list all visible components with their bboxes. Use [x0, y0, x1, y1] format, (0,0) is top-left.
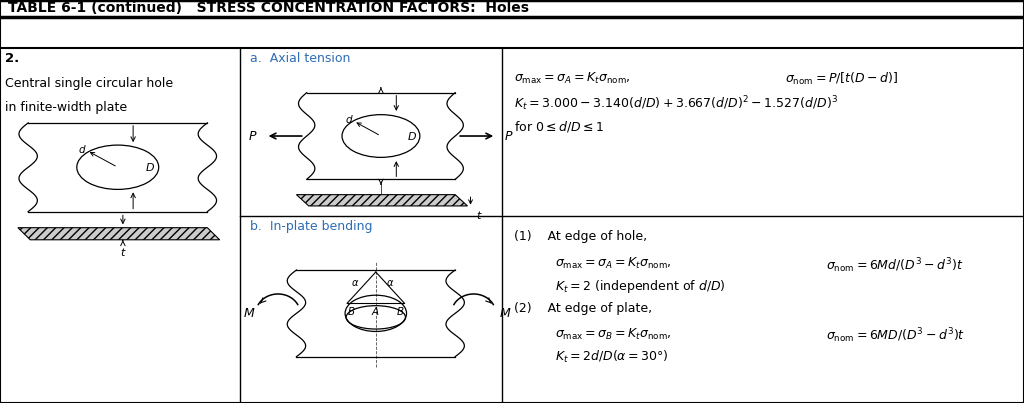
Polygon shape: [297, 195, 467, 206]
Text: $P$: $P$: [248, 129, 258, 143]
Text: in finite-width plate: in finite-width plate: [5, 101, 127, 114]
Text: $\sigma_{\mathrm{nom}} = 6Md/(D^3 - d^3)t$: $\sigma_{\mathrm{nom}} = 6Md/(D^3 - d^3)…: [826, 256, 964, 274]
Text: (1)    At edge of hole,: (1) At edge of hole,: [514, 230, 647, 243]
Text: $K_t = 3.000 - 3.140(d/D) + 3.667(d/D)^2 - 1.527(d/D)^3$: $K_t = 3.000 - 3.140(d/D) + 3.667(d/D)^2…: [514, 95, 839, 113]
Text: $\sigma_{\mathrm{nom}} = 6MD/(D^3 - d^3)t$: $\sigma_{\mathrm{nom}} = 6MD/(D^3 - d^3)…: [826, 326, 966, 345]
Text: $D$: $D$: [145, 161, 156, 173]
Text: $K_t = 2$ (independent of $d/D$): $K_t = 2$ (independent of $d/D$): [555, 278, 726, 295]
Text: $D$: $D$: [407, 130, 417, 142]
Polygon shape: [18, 228, 220, 240]
Text: $d$: $d$: [78, 143, 86, 155]
Text: (2)    At edge of plate,: (2) At edge of plate,: [514, 302, 652, 315]
Text: $\sigma_{\mathrm{max}} = \sigma_A = K_t\sigma_{\mathrm{nom}},$: $\sigma_{\mathrm{max}} = \sigma_A = K_t\…: [514, 71, 631, 85]
Text: a.  Axial tension: a. Axial tension: [250, 52, 350, 65]
Text: $K_t = 2d/D(\alpha = 30°)$: $K_t = 2d/D(\alpha = 30°)$: [555, 349, 669, 365]
Text: $P$: $P$: [504, 129, 514, 143]
Text: b.  In-plate bending: b. In-plate bending: [250, 220, 373, 233]
Text: $\sigma_{\mathrm{nom}} = P/[t(D - d)]$: $\sigma_{\mathrm{nom}} = P/[t(D - d)]$: [785, 71, 898, 87]
Text: $d$: $d$: [345, 114, 353, 125]
Text: $A$: $A$: [372, 305, 380, 317]
Text: $B$: $B$: [396, 305, 404, 317]
Text: TABLE 6-1 (continued)   STRESS CONCENTRATION FACTORS:  Holes: TABLE 6-1 (continued) STRESS CONCENTRATI…: [8, 2, 529, 15]
Text: $\alpha$: $\alpha$: [351, 278, 359, 288]
Text: $B$: $B$: [347, 305, 355, 317]
Text: for $0 \leq d/D \leq 1$: for $0 \leq d/D \leq 1$: [514, 119, 604, 134]
Text: $\sigma_{\mathrm{max}} = \sigma_B = K_t\sigma_{\mathrm{nom}},$: $\sigma_{\mathrm{max}} = \sigma_B = K_t\…: [555, 326, 672, 341]
Text: $t$: $t$: [120, 246, 126, 258]
Text: Central single circular hole: Central single circular hole: [5, 77, 173, 89]
Text: $M$: $M$: [243, 307, 255, 320]
Text: $\alpha$: $\alpha$: [386, 278, 394, 288]
Text: $\sigma_{\mathrm{max}} = \sigma_A = K_t\sigma_{\mathrm{nom}},$: $\sigma_{\mathrm{max}} = \sigma_A = K_t\…: [555, 256, 672, 271]
Text: $t$: $t$: [475, 209, 482, 221]
Text: $M$: $M$: [500, 307, 512, 320]
Text: 2.: 2.: [5, 52, 19, 65]
